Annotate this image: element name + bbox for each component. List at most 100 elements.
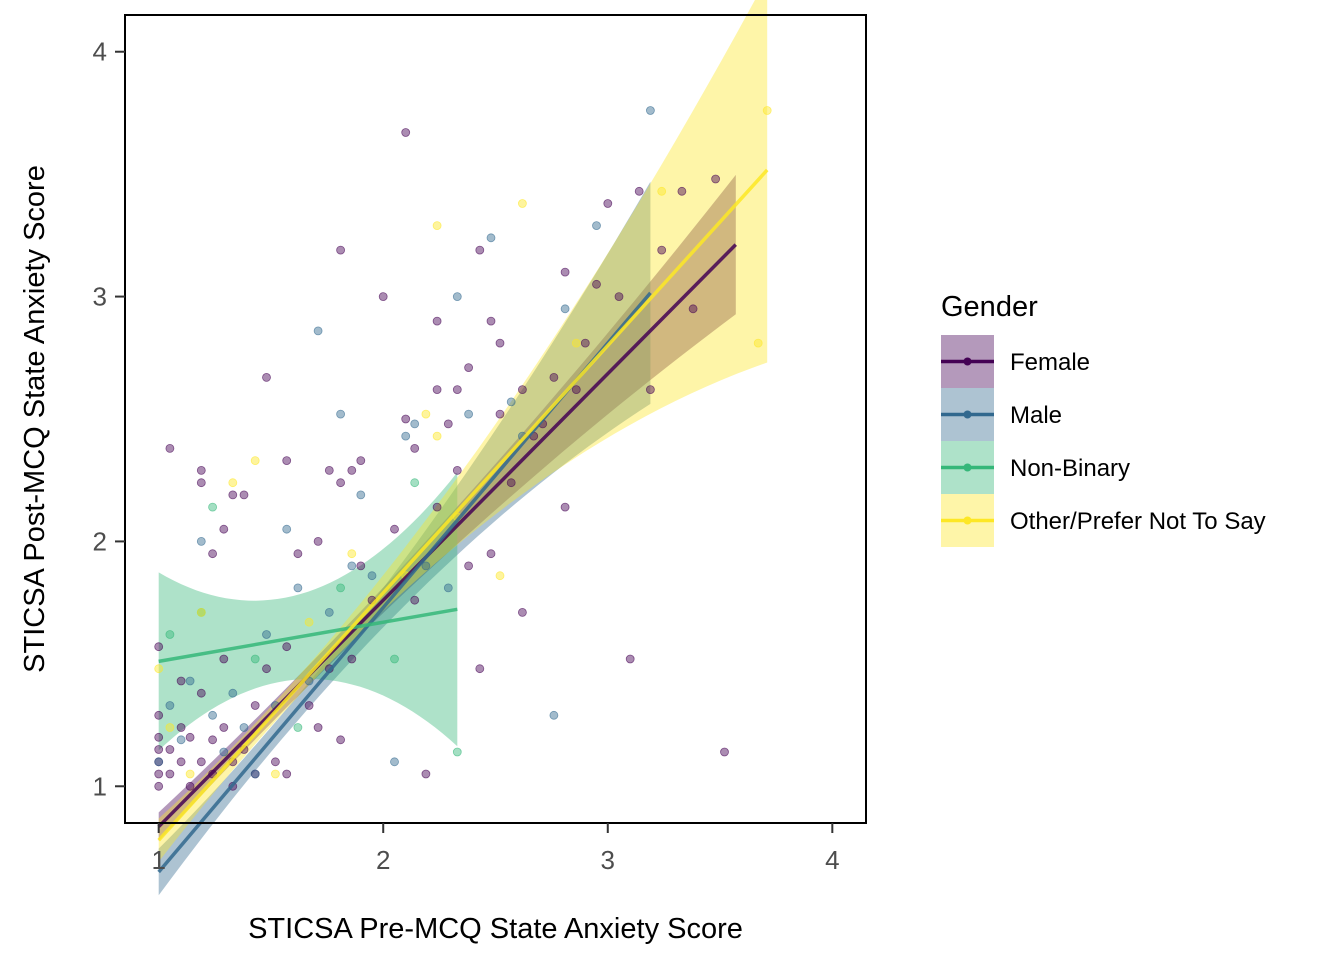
data-point-2-5: [336, 583, 346, 593]
legend-key-point-1: [963, 410, 972, 419]
y-tick-label-2: 3: [93, 282, 107, 312]
data-point-0-10: [176, 757, 186, 767]
x-tick-label-1: 2: [376, 845, 390, 875]
data-point-0-72: [495, 338, 505, 348]
data-point-0-6: [154, 642, 164, 652]
data-points: [154, 106, 772, 791]
legend-item-0: Female: [941, 335, 1090, 388]
data-point-0-13: [185, 781, 195, 791]
data-point-0-44: [336, 478, 346, 488]
x-axis: 1 2 3 4: [125, 822, 866, 875]
data-point-0-45: [336, 735, 346, 745]
data-point-0-12: [176, 676, 186, 686]
data-point-0-84: [603, 199, 613, 208]
data-point-0-22: [219, 723, 229, 732]
data-point-0-36: [282, 642, 292, 652]
data-point-0-50: [356, 456, 366, 466]
data-point-3-14: [495, 571, 505, 581]
data-point-0-53: [390, 524, 399, 534]
data-point-0-54: [401, 414, 411, 424]
data-point-0-39: [304, 701, 314, 710]
data-point-1-21: [390, 757, 399, 767]
data-point-0-17: [196, 478, 206, 488]
data-point-0-91: [688, 304, 698, 314]
data-point-0-46: [336, 245, 346, 255]
data-point-3-17: [657, 186, 667, 196]
data-point-1-12: [282, 524, 292, 534]
data-point-0-49: [356, 561, 366, 571]
data-point-3-12: [432, 431, 442, 441]
data-point-0-86: [625, 654, 635, 664]
data-point-1-27: [464, 409, 474, 419]
data-point-0-63: [452, 385, 462, 395]
data-point-3-6: [270, 769, 280, 779]
data-point-1-4: [196, 537, 206, 546]
data-point-0-61: [432, 502, 442, 512]
data-point-3-0: [154, 664, 164, 674]
data-point-0-60: [432, 316, 442, 326]
fit-line-2: [158, 607, 458, 664]
data-point-0-26: [228, 490, 238, 500]
data-point-0-43: [324, 465, 334, 475]
fit-line-3: [157, 168, 769, 842]
fit-lines: [157, 168, 769, 874]
legend-label-0: Female: [1010, 349, 1090, 376]
confidence-band-0: [158, 174, 736, 841]
data-point-0-23: [219, 654, 229, 664]
data-point-1-31: [549, 710, 559, 720]
data-point-0-64: [452, 465, 462, 475]
data-point-0-78: [549, 372, 559, 382]
data-point-0-68: [475, 245, 485, 255]
data-point-3-7: [304, 617, 314, 627]
legend-label-3: Other/Prefer Not To Say: [1010, 508, 1266, 535]
data-point-0-62: [443, 419, 453, 429]
data-point-0-69: [486, 316, 496, 326]
confidence-band-2: [158, 472, 458, 751]
data-point-3-3: [196, 608, 206, 617]
data-point-0-29: [239, 490, 249, 500]
data-point-2-3: [250, 654, 260, 664]
data-point-1-1: [165, 701, 175, 710]
data-point-0-1: [154, 769, 164, 779]
data-point-0-32: [262, 664, 271, 674]
data-point-0-21: [208, 549, 218, 559]
y-tick-label-1: 2: [93, 526, 107, 556]
data-point-1-19: [356, 490, 366, 500]
data-point-0-58: [421, 769, 431, 779]
data-point-0-90: [677, 186, 687, 196]
data-point-2-4: [293, 723, 303, 732]
legend-label-1: Male: [1010, 402, 1062, 429]
data-point-0-9: [165, 443, 175, 453]
data-point-0-47: [347, 465, 357, 475]
data-point-0-73: [506, 478, 516, 488]
data-point-3-19: [762, 106, 772, 115]
data-point-1-13: [293, 583, 303, 593]
data-point-3-16: [571, 338, 581, 348]
data-point-3-15: [518, 199, 527, 208]
data-point-0-65: [464, 363, 474, 373]
y-axis-title: STICSA Post-MCQ State Anxiety Score: [19, 165, 51, 673]
data-point-0-57: [410, 595, 420, 605]
data-point-1-9: [250, 769, 260, 779]
data-point-2-8: [452, 747, 462, 757]
data-point-0-30: [250, 701, 260, 710]
data-point-0-87: [634, 186, 644, 196]
data-point-1-33: [592, 221, 601, 231]
data-point-1-5: [208, 710, 218, 720]
data-point-0-82: [580, 338, 590, 348]
data-point-1-2: [176, 735, 186, 745]
data-point-0-14: [185, 732, 195, 742]
data-point-1-0: [154, 757, 164, 767]
data-point-0-48: [347, 654, 357, 664]
data-point-1-22: [401, 431, 411, 441]
y-tick-label-3: 4: [93, 37, 107, 67]
data-point-1-23: [410, 419, 420, 429]
data-point-0-83: [592, 279, 601, 289]
data-point-0-59: [432, 385, 442, 395]
data-point-0-55: [401, 128, 411, 137]
confidence-bands: [158, 0, 768, 896]
data-point-1-8: [239, 723, 249, 732]
data-point-0-0: [154, 781, 164, 791]
data-point-0-15: [196, 757, 206, 767]
